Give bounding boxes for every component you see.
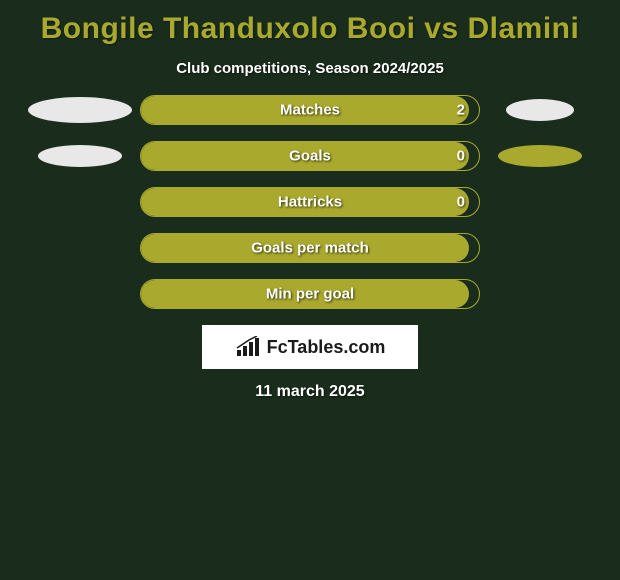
stat-label: Matches [280,102,340,119]
stat-row: Min per goal [0,279,620,309]
stat-row: Goals per match [0,233,620,263]
stats-rows: Matches 2 Goals 0 Hattricks 0 Goals per match M… [0,95,620,309]
date-label: 11 march 2025 [0,383,620,401]
stat-label: Goals [289,148,331,165]
logo-text: FcTables.com [267,337,386,358]
logo-box[interactable]: FcTables.com [202,325,418,369]
stat-bar: Min per goal [140,279,480,309]
stat-row: Matches 2 [0,95,620,125]
stat-row: Hattricks 0 [0,187,620,217]
stat-row: Goals 0 [0,141,620,171]
ellipse-marker [38,145,122,167]
left-indicator [20,141,140,171]
subtitle: Club competitions, Season 2024/2025 [0,54,620,95]
stat-label: Goals per match [251,240,369,257]
right-indicator [480,95,600,125]
right-indicator [480,279,600,309]
stat-value-right: 0 [457,194,465,211]
stat-bar: Hattricks 0 [140,187,480,217]
left-indicator [20,233,140,263]
right-indicator [480,141,600,171]
left-indicator [20,95,140,125]
stat-label: Min per goal [266,286,354,303]
stat-label: Hattricks [278,194,342,211]
right-indicator [480,187,600,217]
stat-value-right: 0 [457,148,465,165]
comparison-card: Bongile Thanduxolo Booi vs Dlamini Club … [0,0,620,401]
stat-bar: Goals per match [140,233,480,263]
chart-icon [235,336,261,358]
page-title: Bongile Thanduxolo Booi vs Dlamini [0,8,620,54]
ellipse-marker [498,145,582,167]
stat-bar: Matches 2 [140,95,480,125]
ellipse-marker [506,99,574,121]
left-indicator [20,279,140,309]
right-indicator [480,233,600,263]
left-indicator [20,187,140,217]
stat-bar: Goals 0 [140,141,480,171]
ellipse-marker [28,97,132,123]
stat-value-right: 2 [457,102,465,119]
